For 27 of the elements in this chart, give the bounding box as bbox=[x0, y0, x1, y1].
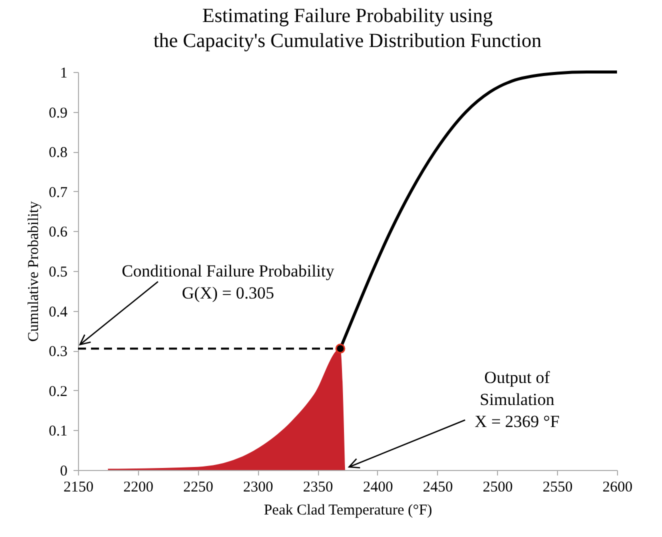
text: Estimating Failure Probability using bbox=[202, 5, 493, 27]
x-tick-label: 2500 bbox=[482, 480, 513, 496]
y-tick-label: 0.8 bbox=[48, 145, 68, 162]
x-tick-label: 2200 bbox=[123, 480, 154, 496]
x-tick-label: 2450 bbox=[422, 480, 453, 496]
x-tick-label: 2400 bbox=[362, 480, 393, 496]
y-tick-label: 0.6 bbox=[48, 224, 68, 241]
x-axis-title: Peak Clad Temperature (°F) bbox=[264, 502, 432, 518]
y-tick-label: 0.3 bbox=[48, 344, 68, 360]
y-tick-label: 0.5 bbox=[48, 264, 68, 280]
y-tick-label: 0.7 bbox=[48, 184, 68, 201]
y-axis-title: Cumulative Probability bbox=[26, 200, 42, 342]
x-tick-label: 2350 bbox=[303, 480, 334, 496]
annotation: Output of Simulation X = 2369 °F bbox=[474, 368, 560, 431]
text: the Capacity's Cumulative Distribution Function bbox=[153, 30, 542, 52]
x-tick-label: 2550 bbox=[542, 480, 573, 496]
y-tick-label: 0.2 bbox=[48, 384, 68, 400]
y-tick-label: 0.1 bbox=[48, 424, 68, 440]
x-tick-label: 2300 bbox=[243, 480, 274, 496]
x-tick-label: 2150 bbox=[64, 480, 94, 496]
y-tick-label: 0.4 bbox=[48, 304, 68, 320]
y-tick-label: 0.9 bbox=[48, 105, 68, 122]
x-tick-label: 2250 bbox=[183, 480, 214, 496]
annotation: Conditional Failure Probability G(X) = 0.305 bbox=[122, 262, 335, 303]
x-tick-label: 2600 bbox=[602, 480, 632, 496]
y-tick-label: 0 bbox=[60, 464, 68, 480]
y-tick-label: 1 bbox=[60, 66, 68, 82]
